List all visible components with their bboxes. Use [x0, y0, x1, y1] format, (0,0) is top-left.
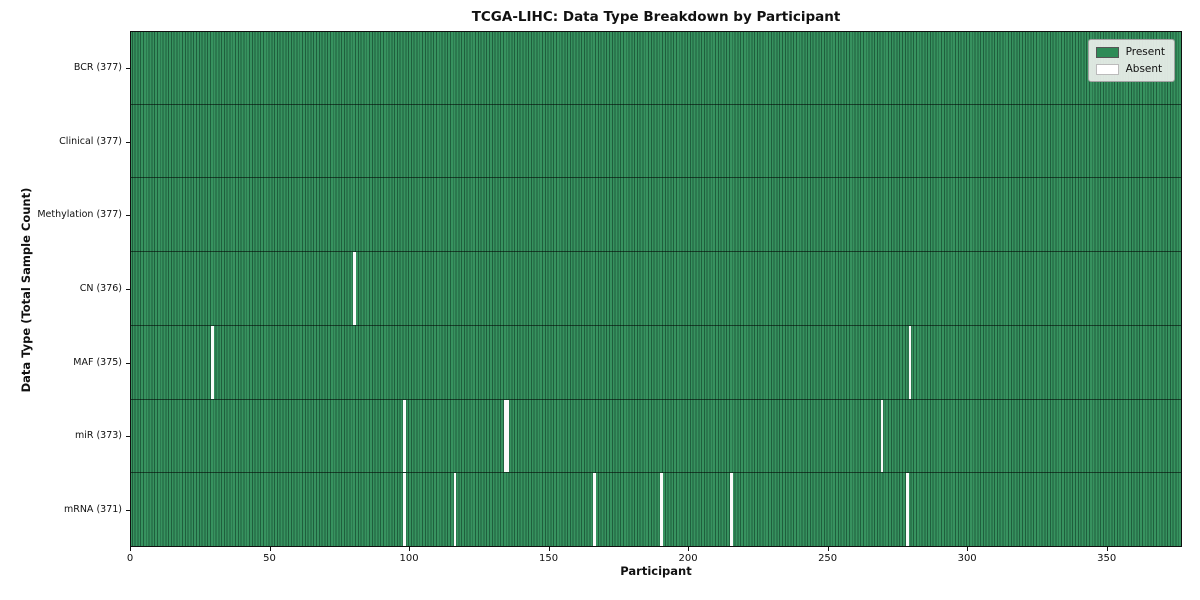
- absent-cell: [403, 473, 407, 547]
- x-tick-label: 350: [1097, 553, 1117, 564]
- y-tick-label-Methylation: Methylation (377): [37, 209, 122, 221]
- y-tick-mark: [126, 436, 130, 438]
- x-tick-mark: [409, 547, 411, 551]
- absent-cell: [403, 399, 407, 473]
- absent-cell: [880, 399, 884, 473]
- y-tick-mark: [126, 362, 130, 364]
- heatmap-row-MAF: [130, 325, 1182, 400]
- x-tick-label: 200: [678, 553, 698, 564]
- x-tick-mark: [1106, 547, 1108, 551]
- absent-cell: [506, 399, 510, 473]
- x-tick-mark: [688, 547, 690, 551]
- legend: Present Absent: [1087, 39, 1175, 82]
- heatmap-row-mRNA: [130, 473, 1182, 547]
- x-tick-mark: [269, 547, 271, 551]
- absent-cell: [660, 473, 663, 547]
- x-tick-label: 150: [539, 553, 559, 564]
- y-tick-label-CN: CN (376): [79, 283, 122, 294]
- x-axis-title: Participant: [620, 564, 692, 578]
- absent-cell: [908, 325, 912, 399]
- absent-cell: [905, 473, 909, 547]
- x-tick-mark: [967, 547, 969, 551]
- y-tick-mark: [126, 289, 130, 290]
- x-tick-mark: [827, 547, 829, 551]
- y-tick-mark: [126, 141, 130, 143]
- x-tick-label: 0: [126, 553, 134, 564]
- y-tick-label-miR: miR (373): [74, 430, 122, 442]
- x-tick-label: 300: [957, 553, 977, 564]
- plot-area: Present Absent: [130, 31, 1182, 547]
- heatmap-row-Methylation: [130, 178, 1182, 253]
- legend-entry-absent: Absent: [1095, 63, 1165, 75]
- heatmap-row-miR: [130, 399, 1182, 474]
- y-tick-mark: [126, 510, 130, 512]
- present-swatch-icon: [1095, 46, 1119, 58]
- x-tick-label: 50: [263, 553, 276, 564]
- absent-cell: [593, 473, 596, 547]
- legend-label-absent: Absent: [1125, 63, 1163, 75]
- x-tick-label: 250: [818, 553, 838, 564]
- legend-label-present: Present: [1125, 46, 1165, 58]
- heatmap-row-CN: [130, 252, 1182, 326]
- absent-cell: [503, 399, 507, 473]
- x-tick-mark: [548, 547, 550, 551]
- legend-entry-present: Present: [1095, 46, 1165, 58]
- y-tick-label-Clinical: Clinical (377): [59, 135, 122, 147]
- y-tick-label-BCR: BCR (377): [73, 61, 122, 73]
- x-tick-label: 100: [399, 553, 419, 564]
- absent-cell: [210, 325, 214, 399]
- y-tick-mark: [126, 215, 130, 217]
- chart-title: TCGA-LIHC: Data Type Breakdown by Partic…: [471, 9, 841, 25]
- x-tick-mark: [130, 547, 131, 551]
- heatmap-row-BCR: [130, 31, 1182, 105]
- absent-cell: [729, 473, 733, 547]
- absent-cell: [453, 473, 457, 547]
- absent-cell: [353, 252, 357, 325]
- y-tick-label-mRNA: mRNA (371): [63, 504, 122, 516]
- heatmap-row-Clinical: [130, 104, 1182, 179]
- absent-swatch-icon: [1095, 63, 1119, 75]
- y-tick-mark: [126, 67, 130, 69]
- y-tick-label-MAF: MAF (375): [73, 356, 122, 368]
